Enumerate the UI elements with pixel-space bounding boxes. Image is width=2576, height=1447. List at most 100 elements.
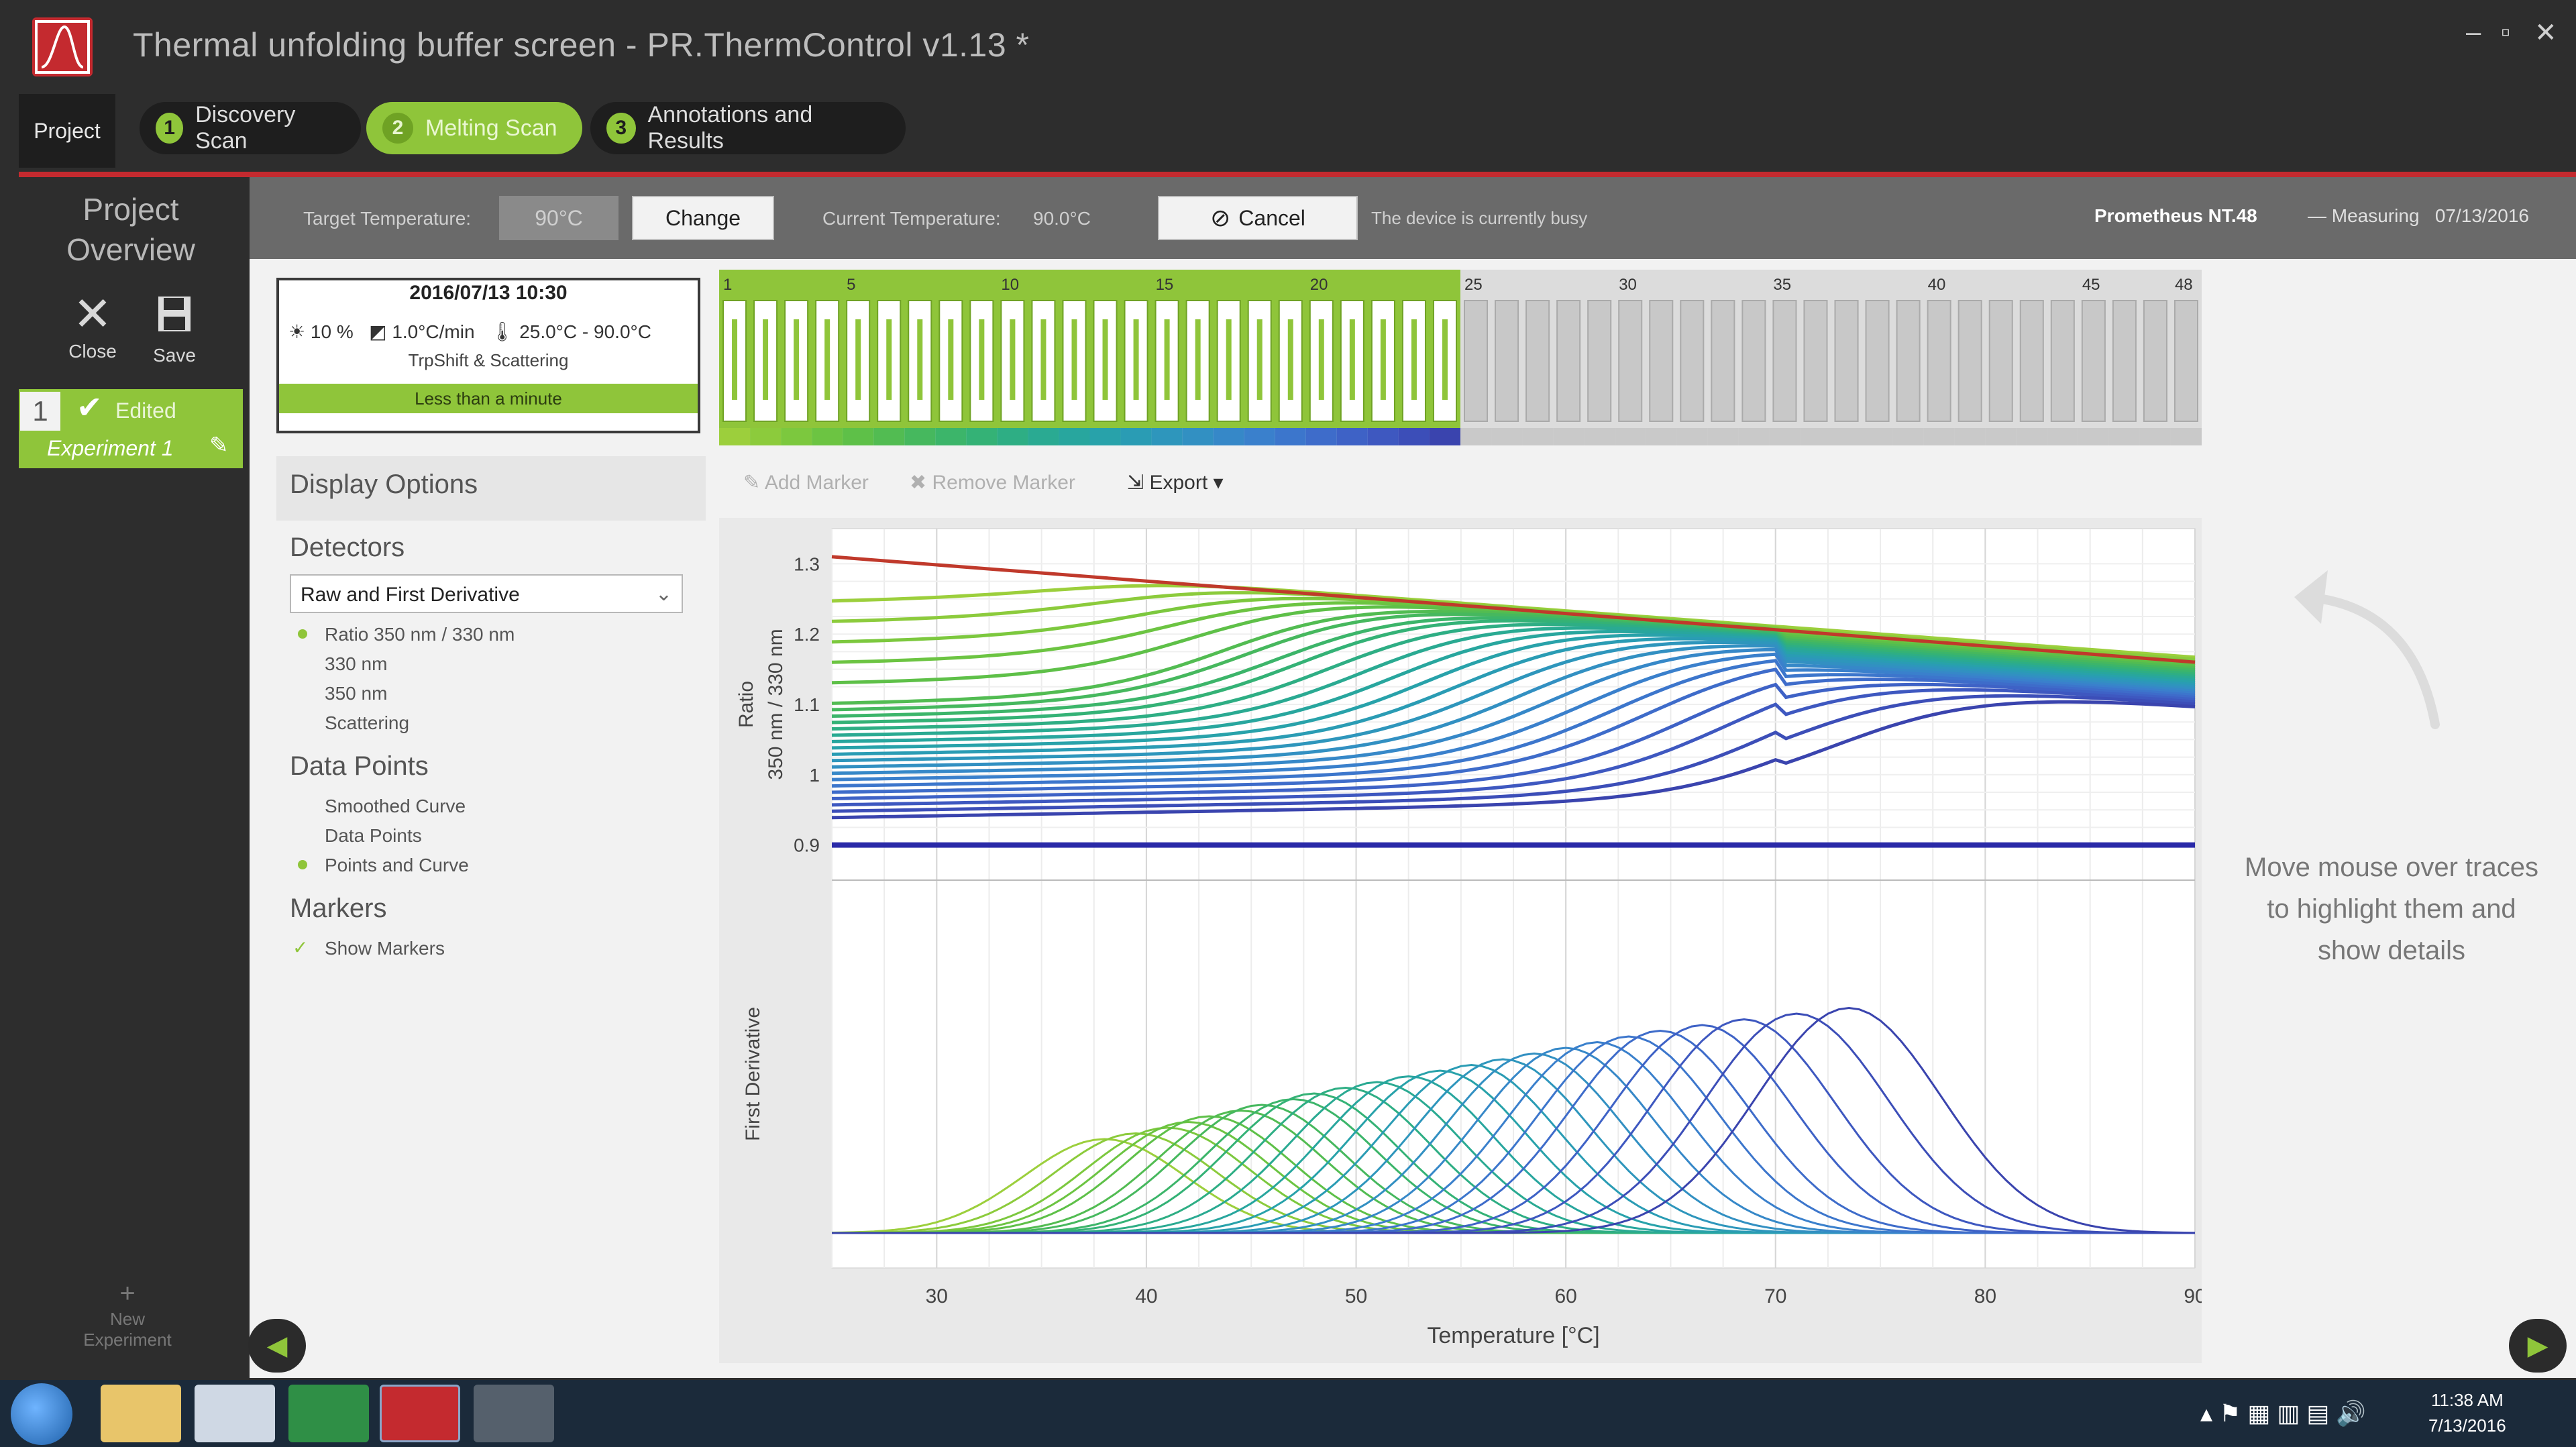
detector-option-ratio[interactable]: Ratio 350 nm / 330 nm — [325, 624, 515, 645]
capillary[interactable] — [1495, 300, 1519, 422]
ratio-trace — [831, 629, 2196, 743]
capillary[interactable] — [1618, 300, 1643, 422]
save-button[interactable]: Save — [134, 287, 215, 366]
capillary-index-label: 25 — [1464, 276, 1483, 294]
export-button[interactable]: ⇲ Export ▾ — [1127, 471, 1224, 494]
detector-option-350[interactable]: 350 nm — [325, 683, 388, 704]
card-mode: TrpShift & Scattering — [408, 350, 569, 370]
capillary[interactable] — [1340, 300, 1364, 422]
capillary[interactable] — [1803, 300, 1828, 422]
start-button-icon[interactable] — [11, 1383, 72, 1445]
capillary-color — [1954, 428, 1986, 445]
ratio-trace — [831, 612, 2196, 712]
capillary-color — [1367, 428, 1399, 445]
capillary-color — [1800, 428, 1831, 445]
tray-icons[interactable]: ▴ ⚑ ▦ ▥ ▤ 🔊 — [2200, 1399, 2367, 1427]
capstrip-active-bg — [719, 270, 1460, 428]
close-project-button[interactable]: ✕ Close — [52, 287, 133, 362]
option-points-and-curve[interactable]: Points and Curve — [325, 855, 469, 875]
capillary[interactable] — [1649, 300, 1674, 422]
capillary[interactable] — [1834, 300, 1859, 422]
capillary[interactable] — [2112, 300, 2137, 422]
edit-pencil-icon[interactable]: ✎ — [209, 433, 229, 458]
capillary-strip[interactable]: 1 5 10 15 20 25 30 35 40 45 48 — [719, 270, 2202, 445]
capillary[interactable] — [1988, 300, 2013, 422]
y-axis-label-top-1: Ratio — [735, 681, 757, 728]
capillary[interactable] — [1772, 300, 1797, 422]
experiment-number-icon: 1 — [20, 392, 60, 431]
capillary[interactable] — [1896, 300, 1921, 422]
clock-date: 7/13/2016 — [2428, 1415, 2506, 1436]
capillary[interactable] — [2050, 300, 2075, 422]
capillary-index-label: 1 — [723, 276, 732, 294]
option-smoothed-curve[interactable]: Smoothed Curve — [325, 796, 466, 816]
excitation: 10 % — [310, 321, 354, 342]
detector-option-330[interactable]: 330 nm — [325, 653, 388, 674]
remove-marker-button[interactable]: ✖ Remove Marker — [910, 471, 1075, 494]
capillary[interactable] — [2081, 300, 2106, 422]
capillary[interactable] — [1525, 300, 1550, 422]
sun-icon: ☀ — [288, 321, 306, 342]
detector-select[interactable]: Raw and First Derivative ⌄ — [290, 574, 683, 613]
ratio-trace — [831, 667, 2196, 794]
capillary-color — [719, 428, 751, 445]
capillary-index-label: 35 — [1773, 276, 1791, 294]
change-button[interactable]: Change — [632, 196, 774, 240]
tab-melting-scan[interactable]: 2 Melting Scan — [366, 102, 582, 154]
option-data-points[interactable]: Data Points — [325, 825, 422, 846]
clock-time: 11:38 AM — [2430, 1390, 2504, 1410]
thermcontrol-app-icon[interactable] — [380, 1385, 460, 1442]
add-marker-button[interactable]: ✎ Add Marker — [743, 471, 869, 494]
curved-arrow-icon — [2294, 570, 2440, 729]
tab-project[interactable]: Project — [19, 94, 115, 168]
capillary[interactable] — [1680, 300, 1705, 422]
document-app-icon[interactable] — [195, 1385, 275, 1442]
project-overview-link[interactable]: Project Overview — [0, 189, 262, 270]
capillary-fill — [1040, 319, 1046, 400]
capillary[interactable] — [2143, 300, 2167, 422]
unfolded-top-trace — [831, 555, 2196, 664]
tab-annotations-results[interactable]: 3 Annotations and Results — [590, 102, 906, 154]
capillary[interactable] — [2019, 300, 2044, 422]
capillary[interactable] — [1927, 300, 1951, 422]
target-temp-field[interactable]: 90°C — [499, 196, 619, 240]
capillary[interactable] — [1711, 300, 1735, 422]
app-logo-icon[interactable] — [32, 17, 93, 76]
detector-option-scattering[interactable]: Scattering — [325, 712, 410, 733]
restore-button[interactable]: ▫ — [2501, 17, 2511, 47]
cancel-button[interactable]: ⊘ Cancel — [1158, 196, 1358, 240]
checkmark-icon: ✓ — [292, 937, 309, 958]
capillary-fill — [1164, 319, 1170, 400]
capillary[interactable] — [1556, 300, 1581, 422]
capillary-color — [1120, 428, 1152, 445]
close-window-button[interactable]: ✕ — [2534, 18, 2557, 48]
capillary[interactable] — [2174, 300, 2198, 422]
capillary[interactable] — [1587, 300, 1612, 422]
y-tick-label: 1.1 — [794, 694, 820, 715]
detector-select-value: Raw and First Derivative — [301, 584, 520, 606]
system-clock[interactable]: 11:38 AM 7/13/2016 — [2428, 1387, 2506, 1438]
minimize-button[interactable]: – — [2466, 17, 2481, 47]
file-explorer-icon[interactable] — [101, 1385, 181, 1442]
tab-discovery-scan[interactable]: 1 Discovery Scan — [140, 102, 361, 154]
next-arrow-button[interactable]: ▶ — [2509, 1319, 2567, 1373]
tool-app-icon[interactable] — [474, 1385, 554, 1442]
capillary-color — [904, 428, 936, 445]
capillary-fill — [1102, 319, 1108, 400]
plus-icon: + — [119, 1279, 136, 1308]
y-axis-label-top-2: 350 nm / 330 nm — [765, 629, 787, 780]
export-label: Export — [1149, 472, 1208, 494]
spreadsheet-app-icon[interactable] — [288, 1385, 369, 1442]
show-markers-toggle[interactable]: Show Markers — [325, 938, 445, 959]
melting-chart[interactable]: 30 40 50 60 70 80 90 1.3 1.2 1.1 1 0.9 Ratio 350 nm /… — [719, 518, 2202, 1363]
capillary-color — [1892, 428, 1924, 445]
new-experiment-button[interactable]: + New Experiment — [74, 1279, 181, 1350]
capillary[interactable] — [1464, 300, 1489, 422]
capillary-color — [1151, 428, 1183, 445]
ratio-trace — [831, 619, 2196, 725]
capillary[interactable] — [1957, 300, 1982, 422]
capillary[interactable] — [1741, 300, 1766, 422]
capillary[interactable] — [1865, 300, 1890, 422]
previous-arrow-button[interactable]: ◀ — [248, 1319, 306, 1373]
capillary-color — [1738, 428, 1770, 445]
